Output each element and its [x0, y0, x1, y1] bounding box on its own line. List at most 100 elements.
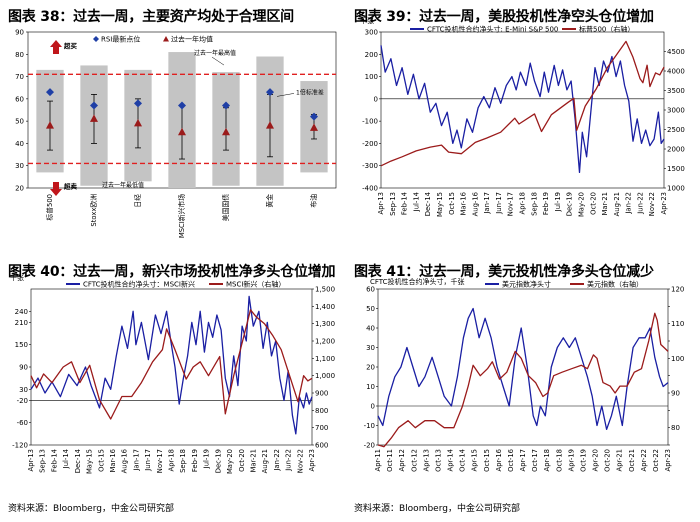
x-tick-label: Feb-14 — [401, 192, 409, 215]
x-tick-label: Mar-16 — [460, 192, 468, 216]
x-tick-label: Oct-20 — [238, 449, 246, 472]
x-tick-label: Dec-19 — [214, 449, 222, 473]
y-axis-unit-label: 千张 — [10, 273, 24, 282]
y-left-tick-label: -300 — [362, 162, 378, 170]
y-left-tick-label: -20 — [17, 397, 28, 405]
y-right-tick-label: 1,100 — [315, 355, 335, 363]
y-right-tick-label: 1,300 — [315, 320, 335, 328]
x-tick-label: Feb-19 — [191, 449, 199, 472]
x-tick-label: Dec-19 — [566, 192, 574, 216]
source-note-left: 资料来源：Bloomberg，中金公司研究部 — [8, 504, 174, 514]
x-tick-label: Oct-20 — [589, 192, 597, 215]
x-tick-label: 布油 — [309, 194, 318, 208]
max-leader-line — [211, 56, 225, 66]
y-right-tick-label: 1000 — [667, 185, 685, 193]
avg-marker — [46, 121, 54, 129]
x-tick-label: Apr-12 — [398, 449, 406, 471]
std-leader-line — [276, 93, 295, 97]
std-label: 1倍标准差 — [296, 88, 324, 96]
x-tick-label: Oct-12 — [410, 449, 418, 472]
y-left-tick-label: 90 — [19, 364, 28, 372]
chart-39-panel: 图表 39：过去一周，美股投机性净空头仓位增加 -400 -300 -200 -100… — [350, 0, 700, 240]
y-tick-label: 20 — [15, 185, 24, 193]
y-left-tick-label: -400 — [362, 185, 378, 193]
x-tick-label: Jan-17 — [132, 449, 140, 472]
x-tick-label: Oct-13 — [434, 449, 442, 472]
x-tick-label: Feb-14 — [50, 449, 58, 472]
series-right-line — [380, 40, 665, 167]
x-tick-label: MSCI新兴市场 — [177, 194, 186, 238]
avg-marker — [310, 123, 318, 131]
x-tick-label: Jun-17 — [144, 449, 152, 472]
x-tick-label: Jan-22 — [273, 449, 281, 472]
chart-41-panel: 图表 41：过去一周，美元投机性净多头仓位减少 -20 -10 0 10 20 30 40 5… — [350, 255, 700, 495]
x-tick-label: Apr-21 — [616, 449, 624, 471]
chart-41-title: 图表 41：过去一周，美元投机性净多头仓位减少 — [354, 264, 654, 280]
y-left-tick-label: 60 — [366, 286, 375, 294]
y-left-tick-label: 300 — [365, 29, 378, 37]
x-tick-label: Feb-19 — [542, 192, 550, 215]
y-right-tick-label: 2000 — [667, 146, 685, 154]
x-tick-label: Oct-15 — [448, 192, 456, 215]
x-tick-label: Apr-17 — [519, 449, 527, 471]
x-tick-label: Sep-13 — [389, 192, 397, 216]
x-tick-label: Apr-18 — [519, 192, 527, 214]
x-tick-label: Apr-11 — [374, 449, 382, 471]
oversold-label: 超卖 — [63, 182, 78, 191]
x-tick-label: 美国国债 — [221, 194, 230, 221]
x-tick-label: Nov-17 — [507, 192, 515, 216]
y-right-tick-label: 120 — [671, 286, 684, 294]
y-left-tick-label: -120 — [12, 442, 28, 450]
x-tick-label: May-15 — [86, 449, 94, 474]
y-left-tick-label: 0 — [371, 403, 375, 411]
x-tick-label: Oct-15 — [97, 449, 105, 472]
x-tick-label: Sep-18 — [530, 192, 538, 216]
overbought-arrow — [50, 40, 62, 54]
avg-marker — [134, 118, 142, 127]
avg-marker — [178, 127, 186, 136]
chart-38-plot: 20 30 40 50 60 70 80 90 标普500 Stoxx欧洲 日经 MSCI新兴市场 美国… — [15, 29, 337, 238]
chart-40-panel: 图表 40：过去一周，新兴市场投机性净多头仓位增加 -120 -60 -20 30 90… — [0, 255, 350, 495]
y-right-tick-label: 1,400 — [315, 303, 335, 311]
x-tick-label: Stoxx欧洲 — [89, 194, 98, 227]
rsi-marker — [222, 101, 230, 110]
y-right-tick-label: 1,500 — [315, 286, 335, 294]
x-tick-label: Apr-13 — [377, 192, 385, 214]
x-tick-label: Dec-14 — [74, 449, 82, 473]
y-left-tick-label: 40 — [366, 325, 375, 333]
y-left-tick-label: 30 — [19, 386, 28, 394]
series-right-line — [30, 309, 313, 420]
x-tick-label: Aug-16 — [121, 449, 129, 473]
y-right-tick-label: 1,000 — [315, 372, 335, 380]
legend-left-label: 美元指数净头寸 — [502, 280, 551, 289]
chart-38-title: 图表 38：过去一周，主要资产均处于合理区间 — [8, 9, 294, 25]
y-tick-label: 60 — [15, 95, 24, 103]
x-tick-label: Mar-21 — [601, 192, 609, 216]
x-tick-label: Mar-21 — [249, 449, 257, 473]
series-left-line — [377, 307, 669, 431]
x-tick-label: Nov-22 — [296, 449, 304, 473]
chart-39-title: 图表 39：过去一周，美股投机性净空头仓位增加 — [354, 9, 654, 25]
x-tick-label: Jul-19 — [554, 192, 562, 212]
y-tick-label: 30 — [15, 162, 24, 170]
x-tick-label: Mar-16 — [109, 449, 117, 473]
source-note-right: 资料来源：Bloomberg，中金公司研究部 — [354, 504, 520, 514]
legend-right-label: 美元指数（右轴） — [587, 280, 643, 289]
y-left-tick-label: 20 — [366, 364, 375, 372]
y-right-tick-label: 1500 — [667, 165, 685, 173]
rsi-marker — [266, 88, 274, 97]
y-right-tick-label: 3500 — [667, 87, 685, 95]
x-tick-label: Apr-13 — [422, 449, 430, 471]
legend-avg-marker — [163, 36, 169, 42]
chart-39-plot: -400 -300 -200 -100 0 100 200 300 1000 1500 2000 25… — [360, 16, 685, 217]
x-tick-label: Apr-23 — [308, 449, 316, 471]
x-tick-label: Apr-14 — [447, 449, 455, 471]
x-tick-label: Jun-17 — [495, 192, 503, 215]
legend-avg-label: 过去一年均值 — [171, 35, 213, 44]
x-tick-label: May-15 — [436, 192, 444, 217]
x-tick-label: Nov-17 — [156, 449, 164, 473]
y-right-tick-label: 3000 — [667, 107, 685, 115]
x-tick-label: Oct-18 — [555, 449, 563, 472]
y-right-tick-label: 900 — [315, 390, 328, 398]
oversold-arrow — [50, 182, 62, 196]
